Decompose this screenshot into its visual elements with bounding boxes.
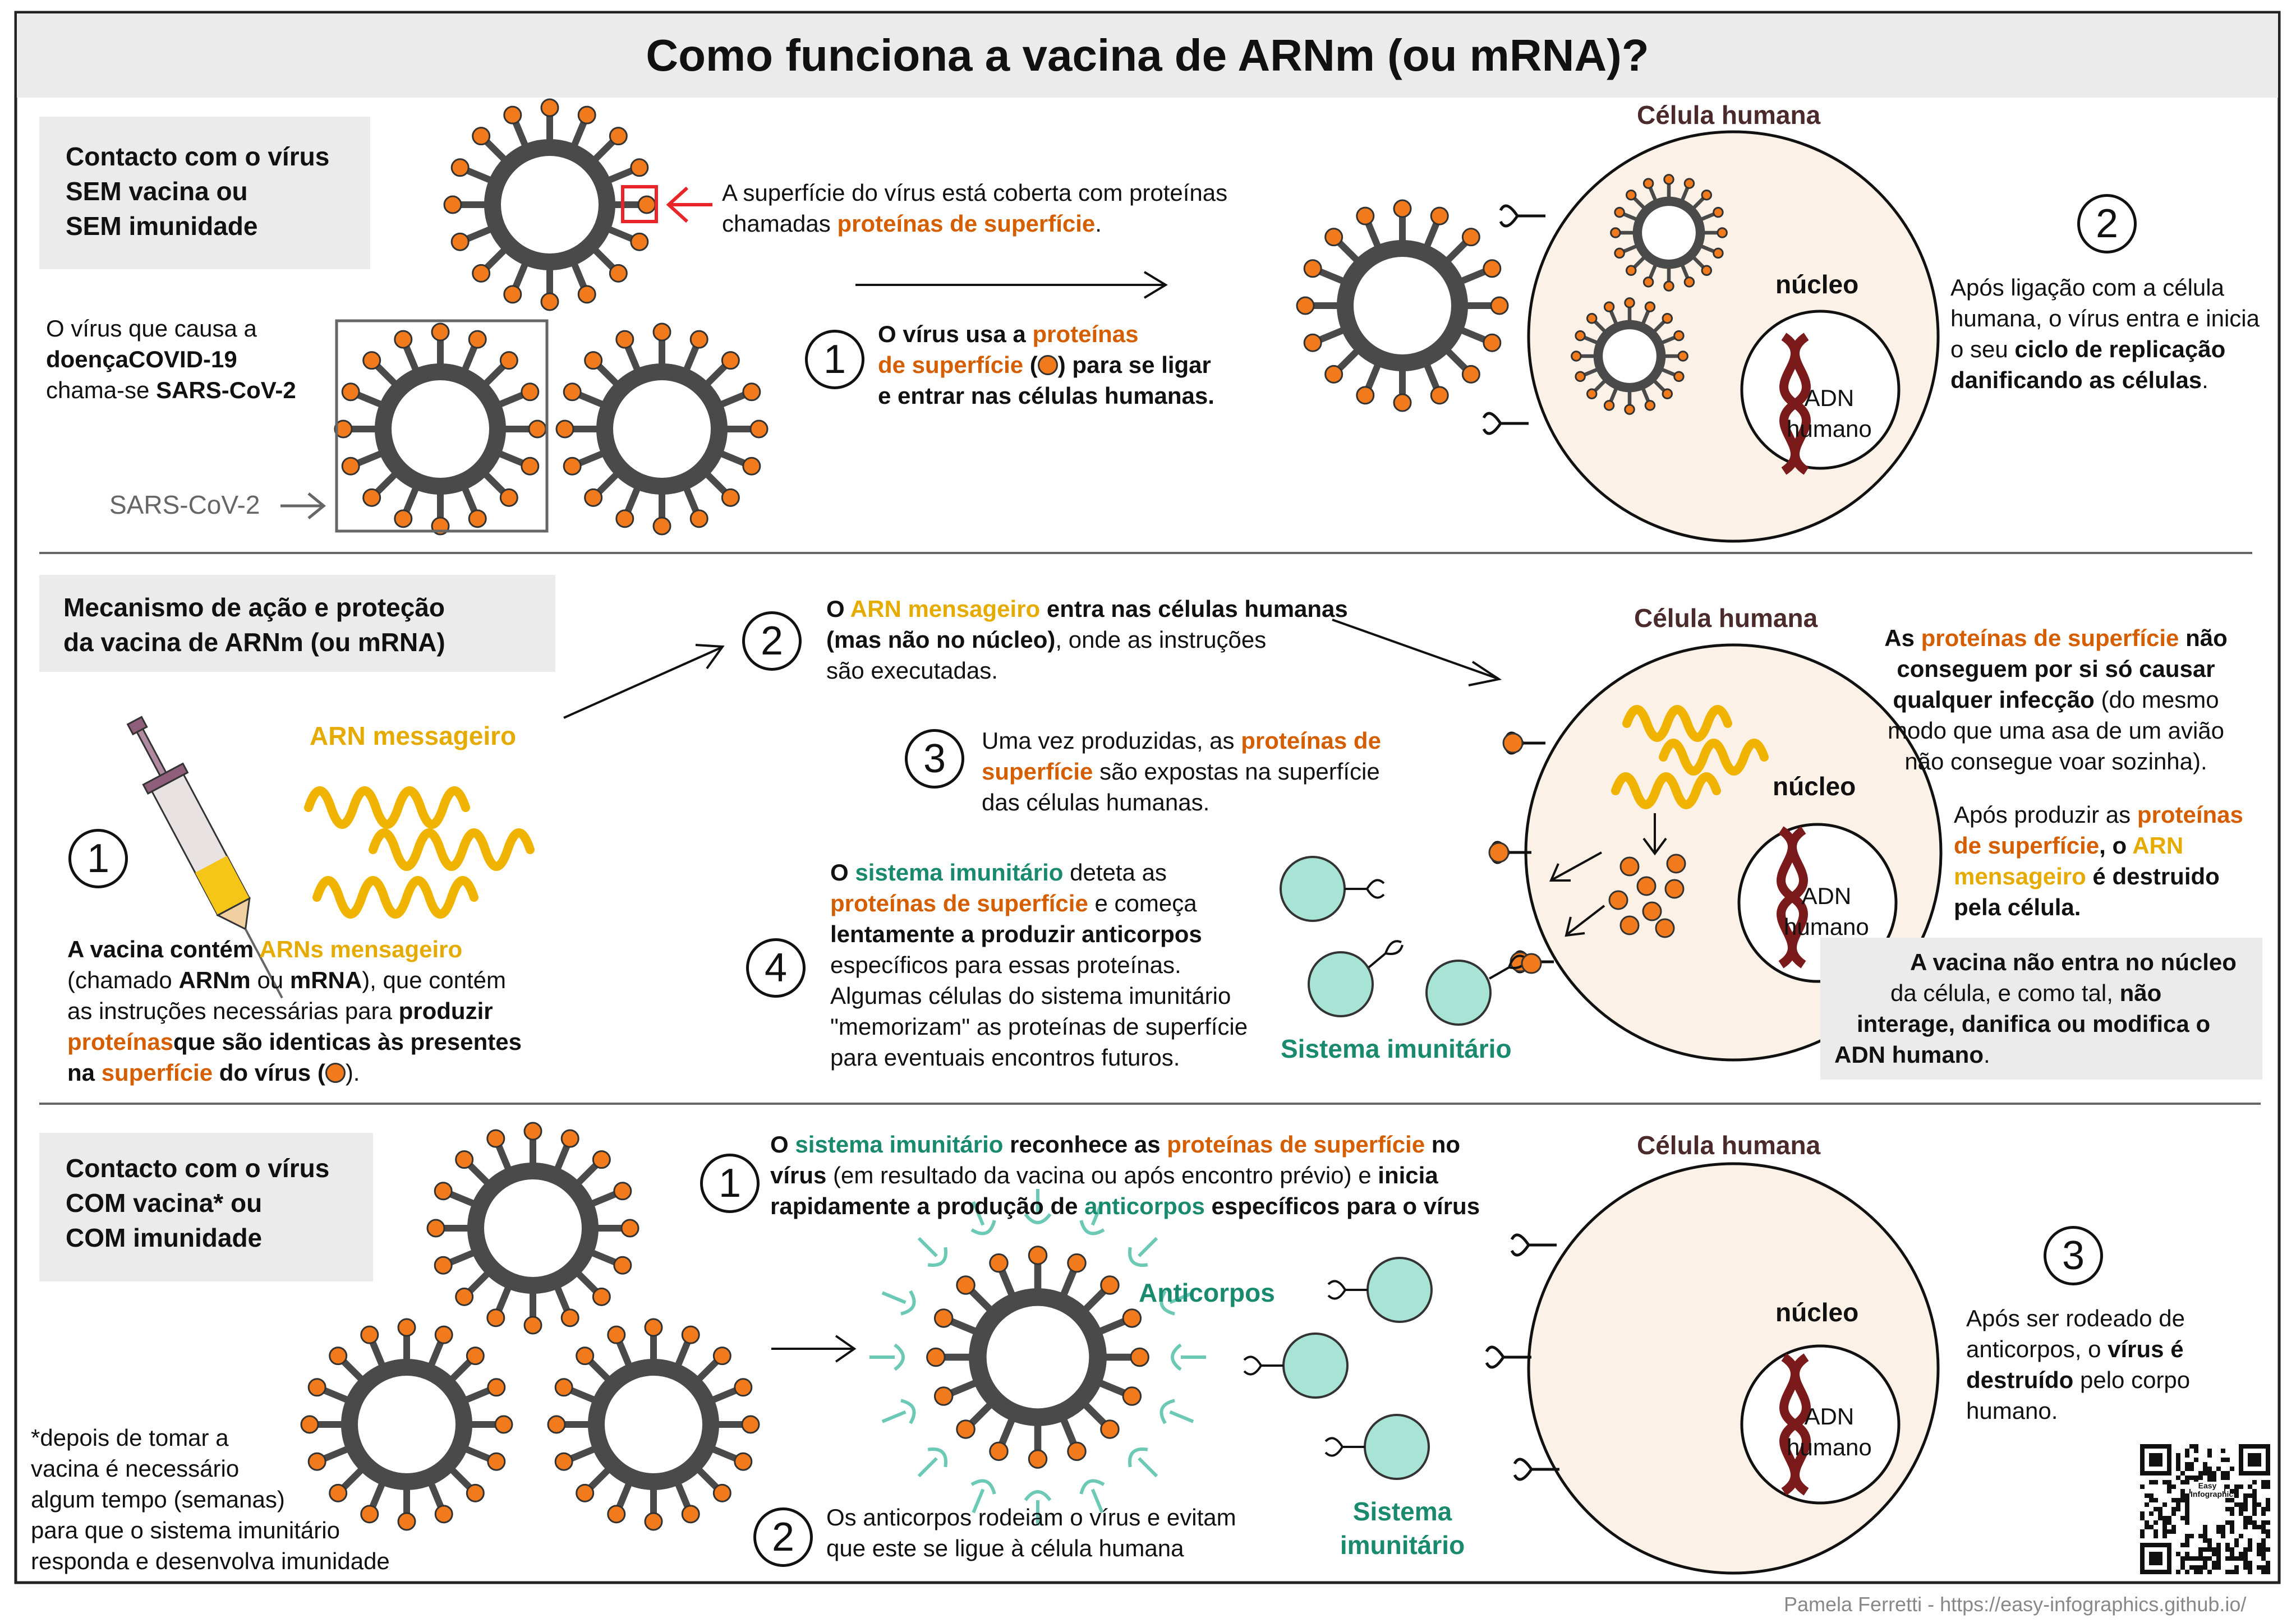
- dna-helix-3: [1779, 1353, 1811, 1496]
- section2-step4-number: 4: [746, 938, 806, 998]
- surface-protein-icon: [1037, 355, 1058, 375]
- vaccine-syringe: [126, 716, 283, 999]
- cell-receptors-3: [1485, 1233, 1559, 1481]
- virus-binding-cell: [1296, 199, 1509, 412]
- section2-note-2: Após produzir as proteínas de superfície…: [1954, 801, 2243, 920]
- section3-step2-number: 2: [753, 1507, 813, 1567]
- mrna-label: ARN messageiro: [310, 721, 517, 750]
- virus-in-frame: [334, 322, 547, 536]
- section2-step3-number: 3: [905, 729, 964, 789]
- virus-top: [443, 98, 656, 311]
- virus-immune-top: [426, 1122, 639, 1335]
- section1-dna-label: ADN humano: [1787, 385, 1872, 442]
- red-arrow: [666, 186, 712, 223]
- immune-cells-3: [1243, 1257, 1433, 1480]
- virus-inside-cell-1: [1610, 174, 1728, 292]
- section2-cell-label: Célula humana: [1634, 603, 1818, 633]
- section1-step1-text: O vírus usa a proteínas de superfície ()…: [878, 321, 1214, 409]
- section1-step2-number: 2: [2077, 194, 2137, 253]
- footer-credit[interactable]: Pamela Ferretti - https://easy-infograph…: [1784, 1593, 2247, 1616]
- surface-protein-highlight: [621, 185, 658, 223]
- sars-cov-2-label: SARS-CoV-2: [109, 490, 260, 519]
- section2-step2-text: O ARN mensageiro entra nas células human…: [826, 596, 1348, 684]
- viruses-layer: [300, 98, 1728, 1531]
- mrna-strands: [304, 705, 1769, 919]
- section2-heading-box: [39, 575, 555, 672]
- section3-step1-number: 1: [700, 1154, 760, 1213]
- section3-step1-text: O sistema imunitário reconhece as proteí…: [770, 1131, 1480, 1219]
- section1-cell-label: Célula humana: [1637, 100, 1821, 130]
- section2-step1-number: 1: [68, 829, 128, 888]
- section2-dna-label: ADN humano: [1784, 883, 1869, 940]
- surface-protein-icon: [325, 1063, 346, 1083]
- sars-cov-2-frame: [335, 319, 549, 533]
- section3-heading-box: [39, 1133, 373, 1281]
- section3-cell-label: Célula humana: [1637, 1131, 1821, 1160]
- exposed-surface-proteins: [1488, 732, 1531, 972]
- virus-right: [555, 322, 769, 536]
- section1-heading-box: [39, 117, 370, 269]
- virus-immune-right: [547, 1318, 760, 1531]
- section1-step2-text: Após ligação com a célula humana, o víru…: [1950, 274, 2260, 393]
- outer-frame: [14, 11, 2281, 1584]
- section2-nucleus-label: núcleo: [1773, 772, 1856, 801]
- dna-helix-2: [1777, 826, 1808, 969]
- section1-nucleus-label: núcleo: [1775, 270, 1859, 299]
- section2-note-3-box: [1820, 938, 2262, 1080]
- sars-arrow: [280, 492, 326, 519]
- section3-step2-text: Os anticorpos rodeiam o vírus e evitam qu…: [826, 1504, 1236, 1561]
- virus-with-antibodies: [926, 1246, 1149, 1469]
- qr-caption: Easy Infographics: [2191, 1481, 2238, 1498]
- nucleus-3: [1740, 1344, 1901, 1505]
- antibodies-ring: [869, 1189, 1206, 1525]
- surface-description: A superfície do vírus está coberta com p…: [722, 179, 1228, 237]
- cell-receptors-1: [1482, 204, 1545, 435]
- section3-immune-label: Sistema imunitário: [1340, 1497, 1465, 1560]
- section1-heading: Contacto com o vírus SEM vacina ou SEM imu…: [66, 142, 330, 241]
- virus-inside-cell-2: [1571, 297, 1688, 415]
- section1-step1-number: 1: [805, 330, 864, 389]
- section3-dna-label: ADN humano: [1787, 1403, 1872, 1460]
- flow-arrows: [563, 271, 1667, 1363]
- section3-heading: Contacto com o vírus COM vacina* ou COM im…: [66, 1154, 330, 1252]
- section2-immune-label: Sistema imunitário: [1281, 1034, 1512, 1063]
- section3-step3-text: Após ser rodeado de anticorpos, o vírus …: [1966, 1305, 2191, 1424]
- section1-virus-intro: O vírus que causa a doençaCOVID-19 chama…: [46, 315, 296, 403]
- section2-step1-text: A vacina contém ARNs mensageiro (chamado…: [67, 936, 522, 1086]
- section2-note-3: A vacina não entra no núcleo da célula, …: [1834, 949, 2237, 1068]
- dna-helix-1: [1779, 333, 1811, 475]
- antibodies-label: Anticorpos: [1139, 1278, 1275, 1307]
- section2-step2-number: 2: [742, 611, 802, 671]
- section3-step3-number: 3: [2044, 1226, 2103, 1285]
- section2-note-1: As proteínas de superfície não conseguem…: [1884, 625, 2228, 774]
- produced-proteins: [1608, 854, 1686, 938]
- section3-footnote: *depois de tomar a vacina é necessário alg…: [31, 1424, 390, 1574]
- qr-code: [2140, 1444, 2270, 1574]
- virus-immune-left: [300, 1318, 513, 1531]
- immune-cells-2: [1280, 856, 1542, 1026]
- section3-nucleus-label: núcleo: [1775, 1298, 1859, 1327]
- section2-step4-text: O sistema imunitário deteta as proteínas…: [830, 859, 1248, 1071]
- page-title: Como funciona a vacina de ARNm (ou mRNA)…: [17, 13, 2278, 98]
- section2-step3-text: Uma vez produzidas, as proteínas de supe…: [982, 727, 1381, 815]
- section2-heading: Mecanismo de ação e proteção da vacina de…: [63, 593, 445, 657]
